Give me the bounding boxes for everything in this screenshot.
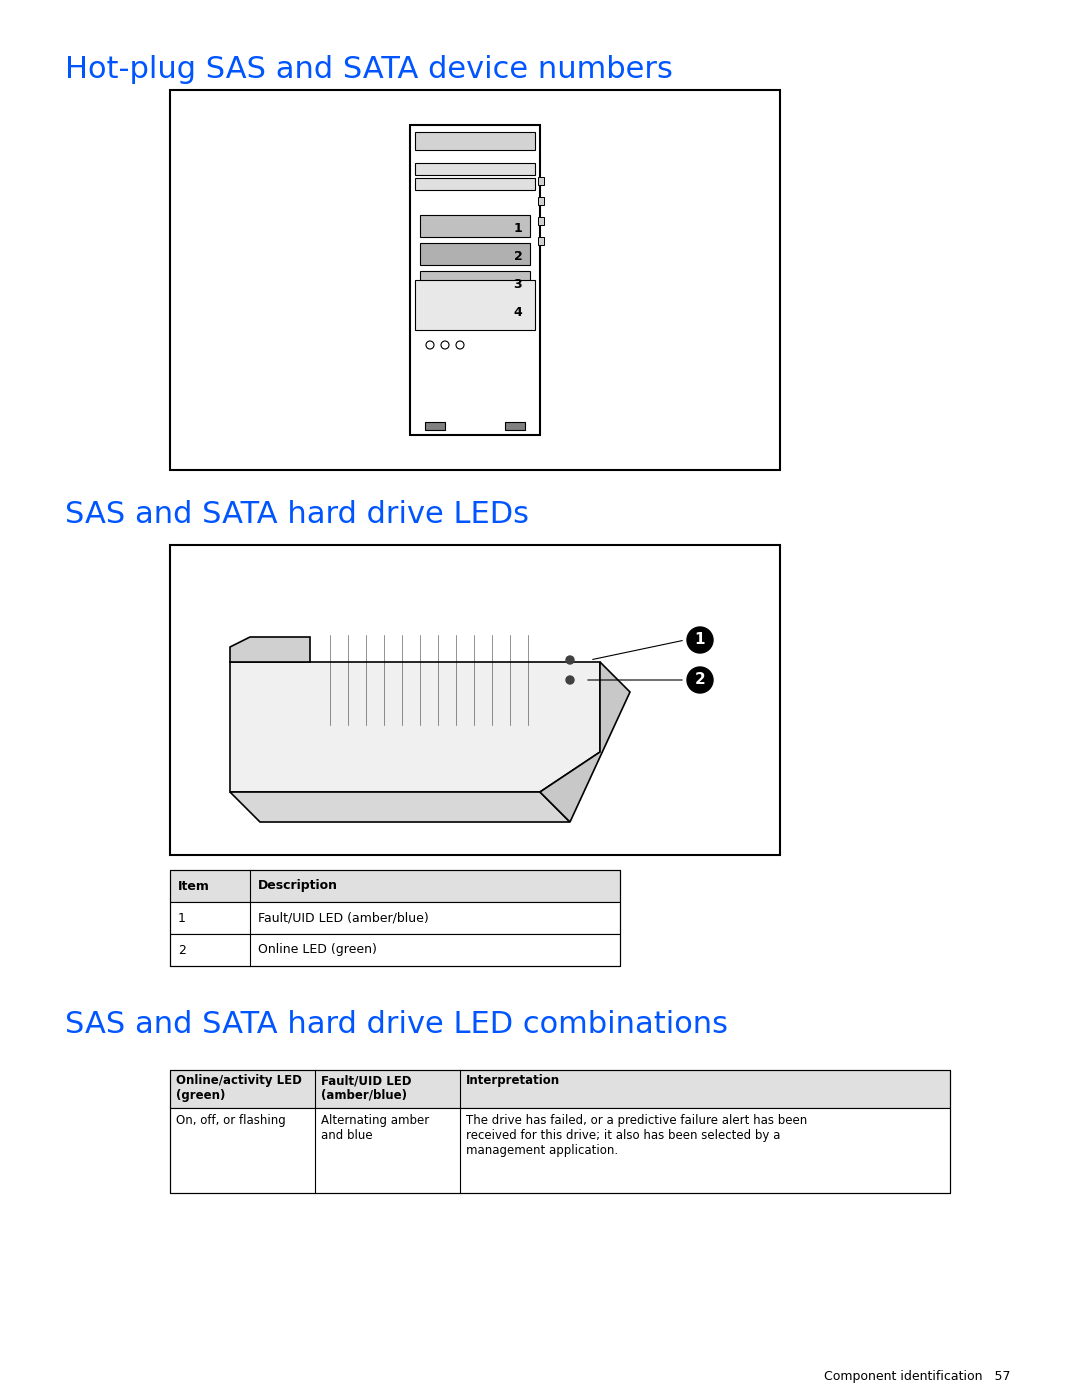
Bar bbox=[420, 299, 530, 321]
Text: Hot-plug SAS and SATA device numbers: Hot-plug SAS and SATA device numbers bbox=[65, 54, 673, 84]
Polygon shape bbox=[230, 637, 310, 662]
Bar bbox=[415, 279, 535, 330]
Text: 1: 1 bbox=[514, 222, 523, 236]
Text: 1: 1 bbox=[178, 911, 186, 925]
Bar bbox=[170, 870, 620, 902]
Bar bbox=[420, 243, 530, 265]
Text: 3: 3 bbox=[514, 278, 523, 292]
Text: SAS and SATA hard drive LEDs: SAS and SATA hard drive LEDs bbox=[65, 500, 529, 529]
Text: Item: Item bbox=[178, 880, 210, 893]
Bar bbox=[538, 197, 544, 205]
Text: Fault/UID LED
(amber/blue): Fault/UID LED (amber/blue) bbox=[321, 1074, 411, 1102]
Text: SAS and SATA hard drive LED combinations: SAS and SATA hard drive LED combinations bbox=[65, 1010, 728, 1039]
Text: 4: 4 bbox=[514, 306, 523, 320]
Bar bbox=[538, 177, 544, 184]
Bar bbox=[170, 1070, 950, 1108]
Polygon shape bbox=[230, 662, 600, 792]
Circle shape bbox=[566, 657, 573, 664]
Polygon shape bbox=[540, 662, 630, 821]
Bar bbox=[170, 1070, 950, 1193]
Bar bbox=[415, 131, 535, 149]
Bar bbox=[505, 422, 525, 430]
Text: Online LED (green): Online LED (green) bbox=[258, 943, 377, 957]
Bar bbox=[170, 89, 780, 469]
Circle shape bbox=[687, 627, 713, 652]
Circle shape bbox=[566, 676, 573, 685]
Text: Component identification   57: Component identification 57 bbox=[824, 1370, 1010, 1383]
Text: Fault/UID LED (amber/blue): Fault/UID LED (amber/blue) bbox=[258, 911, 429, 925]
Bar bbox=[420, 271, 530, 293]
Text: 1: 1 bbox=[694, 633, 705, 647]
Bar bbox=[170, 1108, 950, 1193]
Text: On, off, or flashing: On, off, or flashing bbox=[176, 1113, 286, 1127]
Bar bbox=[170, 935, 620, 965]
Text: 2: 2 bbox=[178, 943, 186, 957]
Polygon shape bbox=[230, 792, 570, 821]
Bar bbox=[410, 124, 540, 434]
Circle shape bbox=[687, 666, 713, 693]
Bar bbox=[170, 545, 780, 855]
Text: Alternating amber
and blue: Alternating amber and blue bbox=[321, 1113, 429, 1141]
Text: 2: 2 bbox=[694, 672, 705, 687]
Bar bbox=[420, 215, 530, 237]
Bar bbox=[415, 163, 535, 175]
Bar bbox=[170, 870, 620, 965]
Bar bbox=[538, 237, 544, 244]
Text: The drive has failed, or a predictive failure alert has been
received for this d: The drive has failed, or a predictive fa… bbox=[465, 1113, 807, 1157]
Bar bbox=[415, 177, 535, 190]
Bar bbox=[426, 422, 445, 430]
Text: Interpretation: Interpretation bbox=[465, 1074, 561, 1087]
Text: Description: Description bbox=[258, 880, 338, 893]
Text: Online/activity LED
(green): Online/activity LED (green) bbox=[176, 1074, 302, 1102]
Bar bbox=[538, 217, 544, 225]
Bar bbox=[170, 902, 620, 935]
Text: 2: 2 bbox=[514, 250, 523, 264]
